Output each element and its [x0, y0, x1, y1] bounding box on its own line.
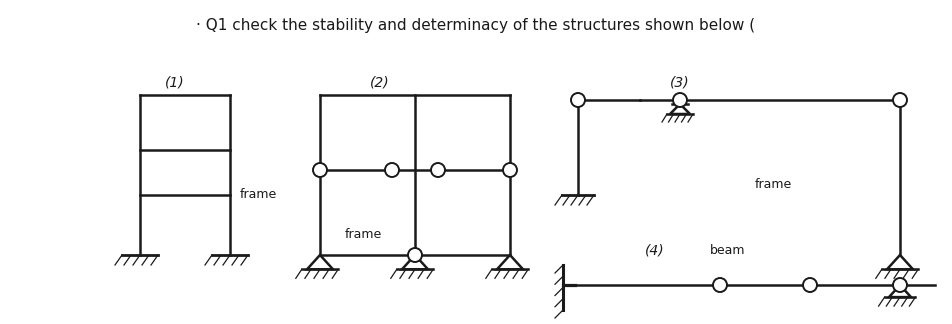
Text: (2): (2)	[370, 75, 389, 89]
Text: · Q1 check the stability and determinacy of the structures shown below (: · Q1 check the stability and determinacy…	[196, 18, 756, 33]
Circle shape	[408, 248, 422, 262]
Circle shape	[385, 163, 399, 177]
Circle shape	[893, 278, 907, 292]
Circle shape	[893, 93, 907, 107]
Text: frame: frame	[240, 189, 277, 202]
Circle shape	[803, 278, 817, 292]
Circle shape	[673, 93, 687, 107]
Text: frame: frame	[345, 228, 383, 241]
Circle shape	[503, 163, 517, 177]
Circle shape	[431, 163, 445, 177]
Circle shape	[713, 278, 727, 292]
Circle shape	[313, 163, 327, 177]
Text: (1): (1)	[166, 75, 185, 89]
Text: frame: frame	[755, 179, 792, 191]
Text: (3): (3)	[670, 75, 690, 89]
Circle shape	[571, 93, 585, 107]
Text: beam: beam	[710, 244, 745, 257]
Text: (4): (4)	[645, 243, 664, 257]
